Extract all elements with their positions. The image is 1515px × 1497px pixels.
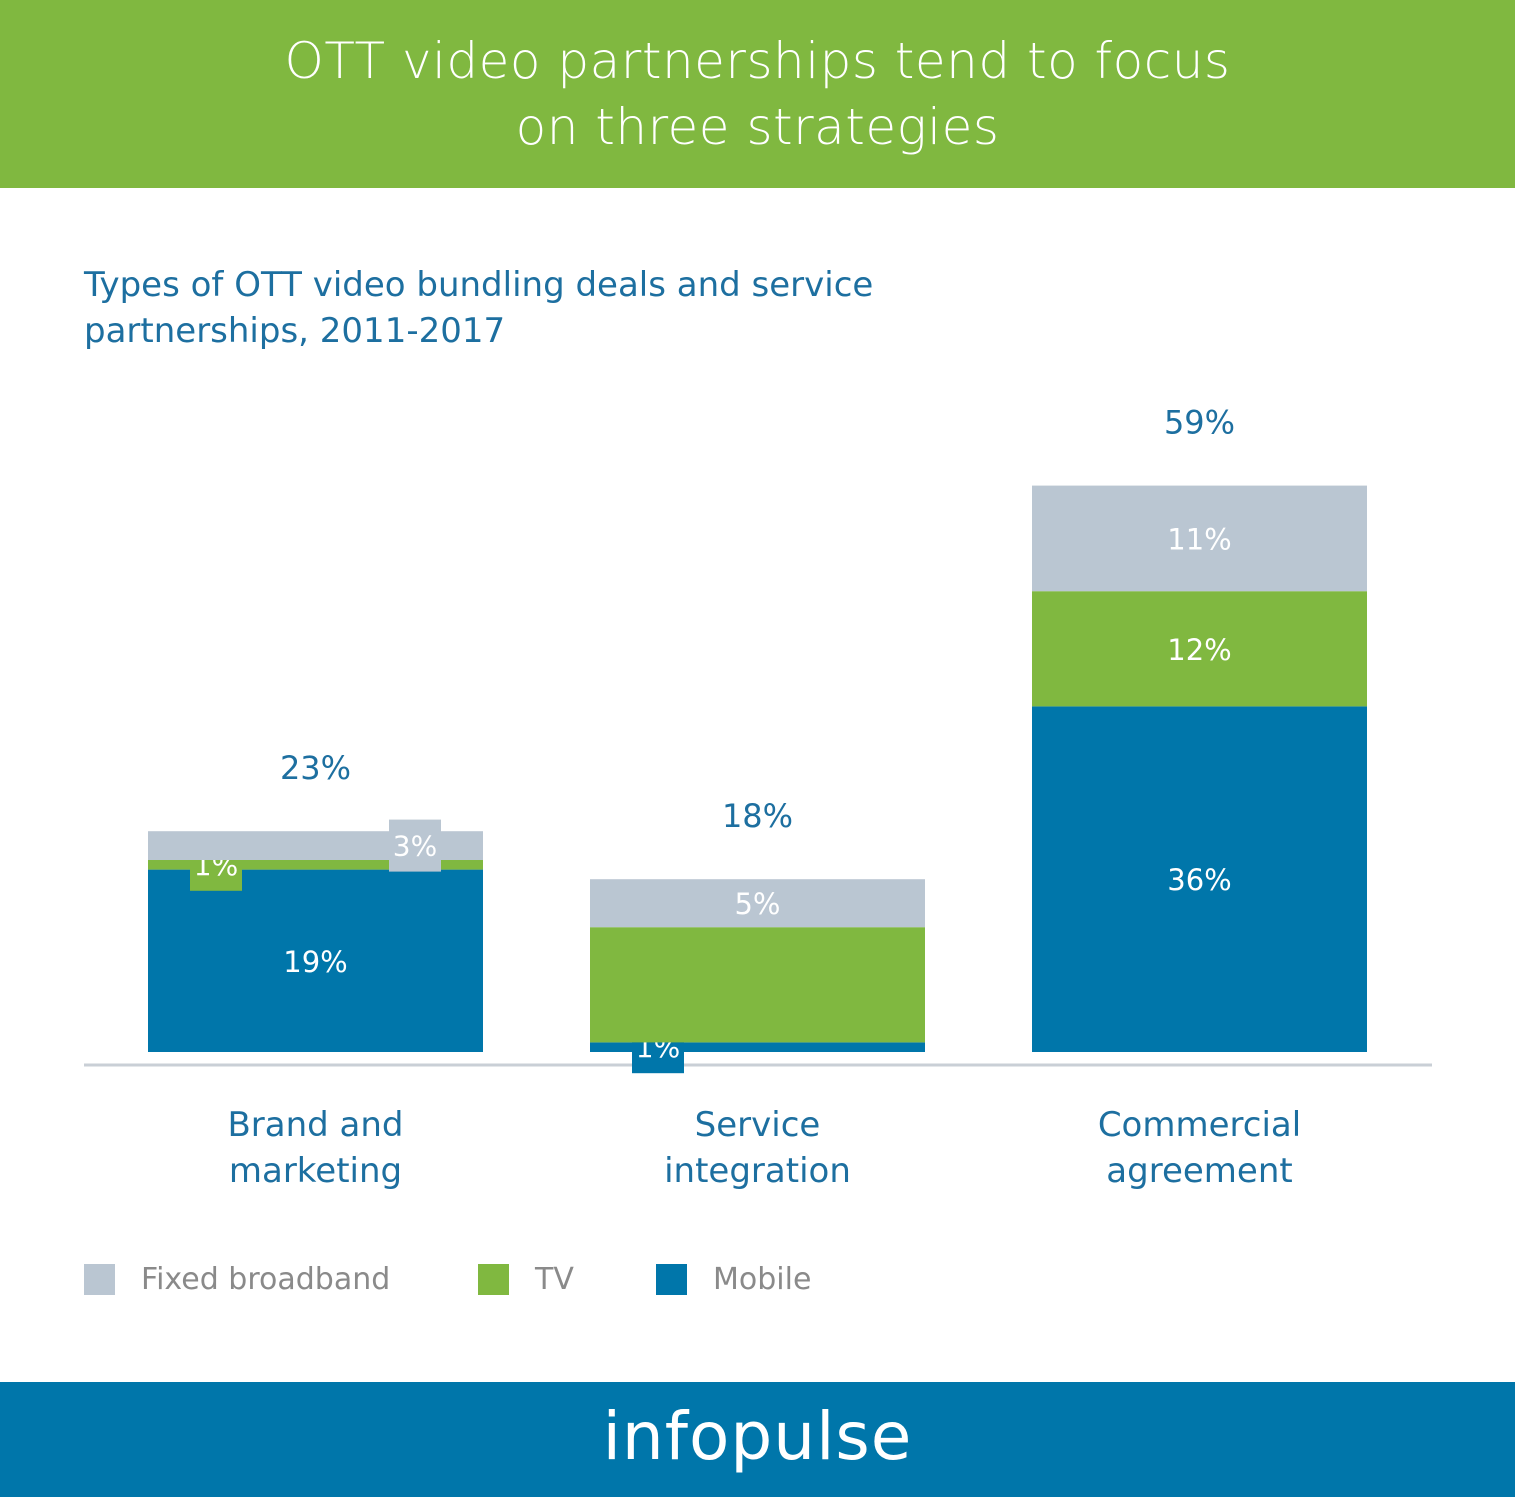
category-label-commercial-agreement: Commercial agreement <box>1098 1105 1301 1191</box>
data-label-commercial-agreement-fixed-broadband: 11% <box>1167 522 1231 556</box>
bar-brand-and-marketing-tv <box>148 860 483 870</box>
total-label-brand-and-marketing: 23% <box>280 749 351 787</box>
data-label-brand-and-marketing-mobile: 19% <box>283 945 347 979</box>
chart-title: Types of OTT video bundling deals and se… <box>84 265 874 351</box>
legend-item-fixed-broadband: Fixed broadband <box>84 1262 478 1297</box>
bar-commercial-agreement-mobile <box>1032 706 1367 1052</box>
bar-service-integration-fixed-broadband <box>590 879 925 928</box>
total-label-commercial-agreement: 59% <box>1164 404 1235 442</box>
category-label-service-integration: Service integration <box>664 1105 851 1191</box>
bar-brand-and-marketing-mobile <box>148 869 483 1052</box>
data-label-commercial-agreement-mobile: 36% <box>1167 863 1231 897</box>
legend-swatch-tv <box>478 1263 509 1295</box>
legend-swatch-mobile <box>656 1263 687 1295</box>
bar-service-integration-tv <box>590 927 925 1043</box>
infopulse-logo: infopulse <box>602 1397 913 1475</box>
data-label-commercial-agreement-tv: 12% <box>1167 633 1231 667</box>
data-label-service-integration-fixed-broadband: 5% <box>734 887 780 921</box>
header-banner: OTT video partnerships tend to focus on … <box>0 0 1515 188</box>
legend-item-tv: TV <box>478 1262 656 1297</box>
stacked-bar-chart: 19%1%3%23%Brand and marketing1%5%18%Servi… <box>84 404 1432 1191</box>
legend-label-mobile: Mobile <box>713 1261 812 1297</box>
bar-service-integration-mobile <box>590 1042 925 1052</box>
page-title: OTT video partnerships tend to focus on … <box>284 32 1231 156</box>
total-label-service-integration: 18% <box>722 797 793 835</box>
data-label-brand-and-marketing-fixed-broadband: 3% <box>393 830 437 863</box>
footer-banner: infopulse <box>0 1382 1515 1497</box>
legend-swatch-fixed-broadband <box>84 1263 115 1295</box>
label-tag-brand-and-marketing-fixed-broadband <box>389 819 441 872</box>
legend-label-tv: TV <box>535 1261 574 1297</box>
bar-commercial-agreement-fixed-broadband <box>1032 485 1367 592</box>
legend-label-fixed-broadband: Fixed broadband <box>141 1261 391 1297</box>
category-label-brand-and-marketing: Brand and marketing <box>227 1105 403 1191</box>
bar-commercial-agreement-tv <box>1032 591 1367 707</box>
legend-item-mobile: Mobile <box>656 1262 811 1297</box>
chart-legend: Fixed broadband TV Mobile <box>84 1262 811 1297</box>
